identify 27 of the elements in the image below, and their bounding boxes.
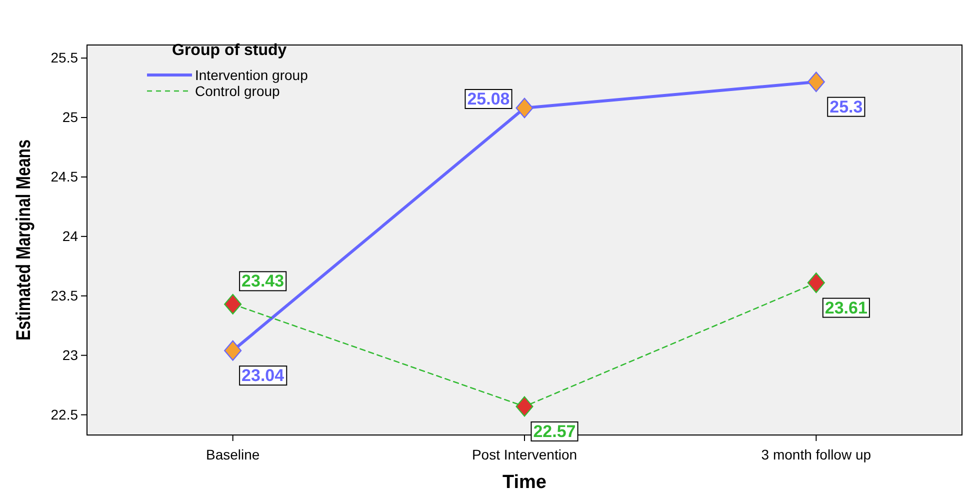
y-tick-label: 25.5 [50,50,78,66]
point [516,98,534,118]
data-label: 25.3 [830,97,863,116]
x-tick-label: 3 month follow up [761,446,872,462]
point [807,272,825,294]
data-label: 22.57 [533,422,576,441]
point [807,72,825,92]
point [224,294,242,314]
x-axis-title: Time [502,472,547,491]
legend-label: Intervention group [195,67,308,83]
point [224,340,242,361]
y-tick-label: 23.5 [50,287,78,304]
y-tick-label: 24 [62,228,78,244]
data-label: 25.08 [467,90,510,109]
data-label: 23.61 [824,298,868,318]
point [516,396,534,417]
y-tick-label: 25 [62,109,78,126]
data-label: 23.04 [242,366,285,386]
y-axis-title: Estimated Marginal Means [12,140,34,340]
y-tick-label: 24.5 [50,168,78,184]
x-tick-label: Baseline [206,446,260,462]
data-label: 23.43 [242,272,284,291]
x-tick-label: Post Intervention [472,446,578,462]
legend-title: Group of study [172,42,287,59]
legend-label: Control group [195,83,280,99]
y-tick-label: 22.5 [50,406,78,422]
y-tick-label: 23 [62,346,78,363]
